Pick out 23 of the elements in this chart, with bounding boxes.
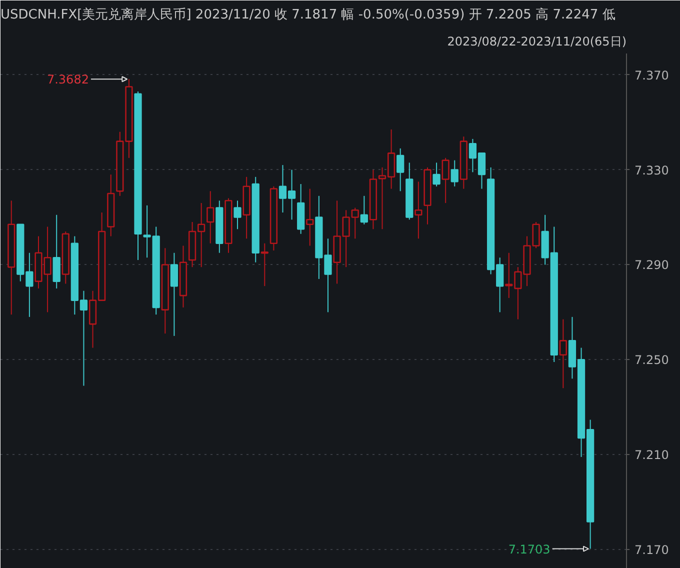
chart-title: USDCNH.FX[美元兑离岸人民币] 2023/11/20 收 7.1817 幅 -0.50%(-0.0359) 开 7.2205 高 7.2247 低 (0, 6, 616, 22)
y-tick-label: 7.330 (634, 163, 669, 178)
candlestick (414, 181, 422, 240)
y-tick-label: 7.250 (634, 353, 669, 368)
candlestick (52, 214, 60, 289)
candlestick (396, 148, 404, 192)
candlestick (442, 157, 450, 204)
candlestick (432, 162, 440, 187)
annotation: 7.1703 (508, 542, 550, 556)
candlestick (360, 195, 368, 225)
chart-subtitle: 2023/08/22-2023/11/20(65日) (447, 34, 627, 48)
candlestick (450, 160, 458, 187)
candlestick (206, 190, 214, 244)
candlestick (234, 200, 242, 230)
y-tick-label: 7.210 (634, 448, 669, 462)
y-tick-label: 7.170 (634, 543, 669, 558)
y-tick-label: 7.370 (634, 68, 669, 82)
candlestick (260, 242, 268, 287)
y-tick-label: 7.290 (634, 258, 669, 272)
candlestick (170, 252, 178, 336)
candlestick (306, 188, 314, 246)
annotation: 7.3682 (46, 72, 89, 87)
candlestick (559, 318, 567, 389)
